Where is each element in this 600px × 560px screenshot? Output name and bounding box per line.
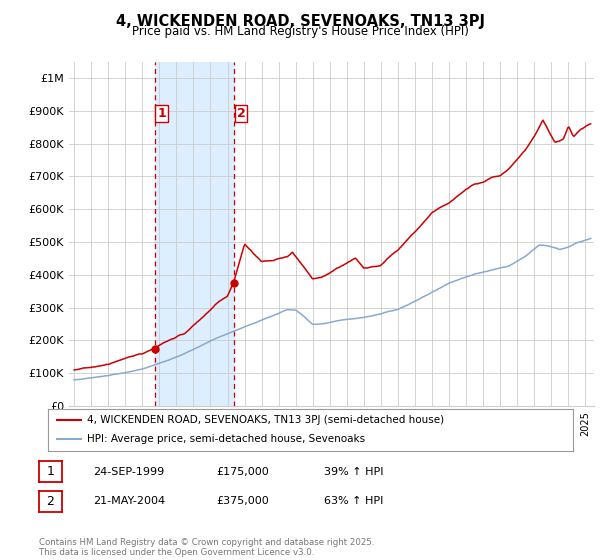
Text: 2: 2	[46, 494, 55, 508]
Text: Price paid vs. HM Land Registry's House Price Index (HPI): Price paid vs. HM Land Registry's House …	[131, 25, 469, 38]
Text: £175,000: £175,000	[216, 466, 269, 477]
Text: 1: 1	[157, 108, 166, 120]
Bar	[155, 62, 234, 406]
Text: 63% ↑ HPI: 63% ↑ HPI	[324, 496, 383, 506]
Text: Contains HM Land Registry data © Crown copyright and database right 2025.
This d: Contains HM Land Registry data © Crown c…	[39, 538, 374, 557]
Text: 39% ↑ HPI: 39% ↑ HPI	[324, 466, 383, 477]
Text: £375,000: £375,000	[216, 496, 269, 506]
Text: 24-SEP-1999: 24-SEP-1999	[93, 466, 164, 477]
Text: HPI: Average price, semi-detached house, Sevenoaks: HPI: Average price, semi-detached house,…	[88, 435, 365, 445]
Text: 4, WICKENDEN ROAD, SEVENOAKS, TN13 3PJ: 4, WICKENDEN ROAD, SEVENOAKS, TN13 3PJ	[115, 14, 485, 29]
Text: 21-MAY-2004: 21-MAY-2004	[93, 496, 165, 506]
Text: 1: 1	[46, 465, 55, 478]
Text: 4, WICKENDEN ROAD, SEVENOAKS, TN13 3PJ (semi-detached house): 4, WICKENDEN ROAD, SEVENOAKS, TN13 3PJ (…	[88, 415, 445, 425]
Text: 2: 2	[236, 108, 245, 120]
